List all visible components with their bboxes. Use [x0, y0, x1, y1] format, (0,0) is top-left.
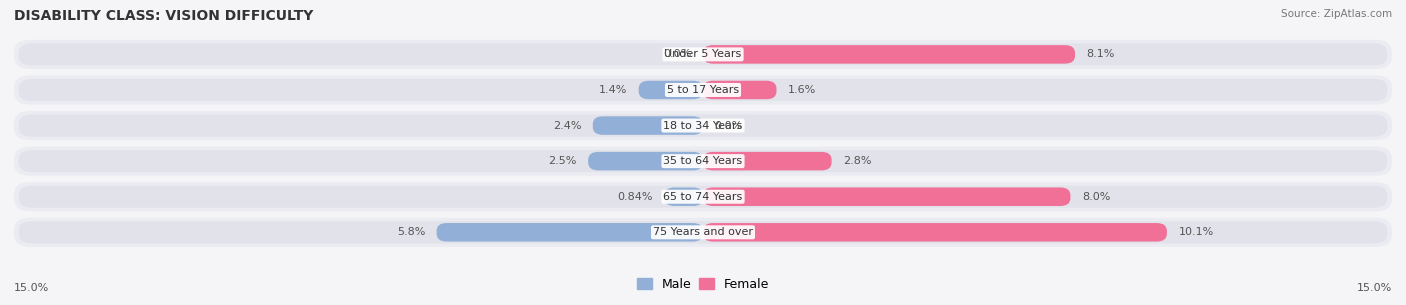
Text: 8.0%: 8.0%: [1083, 192, 1111, 202]
FancyBboxPatch shape: [18, 221, 1388, 243]
FancyBboxPatch shape: [703, 152, 831, 170]
FancyBboxPatch shape: [18, 115, 1388, 137]
Text: 15.0%: 15.0%: [14, 283, 49, 293]
FancyBboxPatch shape: [18, 150, 1388, 172]
Text: 8.1%: 8.1%: [1087, 49, 1115, 59]
FancyBboxPatch shape: [638, 81, 703, 99]
Text: Under 5 Years: Under 5 Years: [665, 49, 741, 59]
Text: 0.0%: 0.0%: [714, 120, 742, 131]
Text: 0.0%: 0.0%: [664, 49, 692, 59]
Text: 2.5%: 2.5%: [548, 156, 576, 166]
FancyBboxPatch shape: [703, 45, 1076, 64]
Text: 15.0%: 15.0%: [1357, 283, 1392, 293]
FancyBboxPatch shape: [18, 186, 1388, 208]
FancyBboxPatch shape: [14, 40, 1392, 69]
Text: 2.4%: 2.4%: [553, 120, 581, 131]
FancyBboxPatch shape: [14, 75, 1392, 105]
Text: 10.1%: 10.1%: [1178, 227, 1213, 237]
FancyBboxPatch shape: [703, 223, 1167, 242]
FancyBboxPatch shape: [14, 218, 1392, 247]
Text: Source: ZipAtlas.com: Source: ZipAtlas.com: [1281, 9, 1392, 19]
Legend: Male, Female: Male, Female: [637, 278, 769, 291]
Text: 18 to 34 Years: 18 to 34 Years: [664, 120, 742, 131]
FancyBboxPatch shape: [14, 182, 1392, 211]
FancyBboxPatch shape: [703, 81, 776, 99]
Text: 1.6%: 1.6%: [787, 85, 817, 95]
Text: 5.8%: 5.8%: [396, 227, 425, 237]
Text: 1.4%: 1.4%: [599, 85, 627, 95]
FancyBboxPatch shape: [18, 43, 1388, 66]
FancyBboxPatch shape: [593, 116, 703, 135]
Text: 0.84%: 0.84%: [617, 192, 652, 202]
FancyBboxPatch shape: [14, 111, 1392, 140]
FancyBboxPatch shape: [665, 188, 703, 206]
FancyBboxPatch shape: [14, 147, 1392, 176]
FancyBboxPatch shape: [703, 188, 1070, 206]
Text: 75 Years and over: 75 Years and over: [652, 227, 754, 237]
Text: 35 to 64 Years: 35 to 64 Years: [664, 156, 742, 166]
FancyBboxPatch shape: [437, 223, 703, 242]
Text: DISABILITY CLASS: VISION DIFFICULTY: DISABILITY CLASS: VISION DIFFICULTY: [14, 9, 314, 23]
Text: 5 to 17 Years: 5 to 17 Years: [666, 85, 740, 95]
FancyBboxPatch shape: [588, 152, 703, 170]
Text: 65 to 74 Years: 65 to 74 Years: [664, 192, 742, 202]
FancyBboxPatch shape: [18, 79, 1388, 101]
Text: 2.8%: 2.8%: [844, 156, 872, 166]
